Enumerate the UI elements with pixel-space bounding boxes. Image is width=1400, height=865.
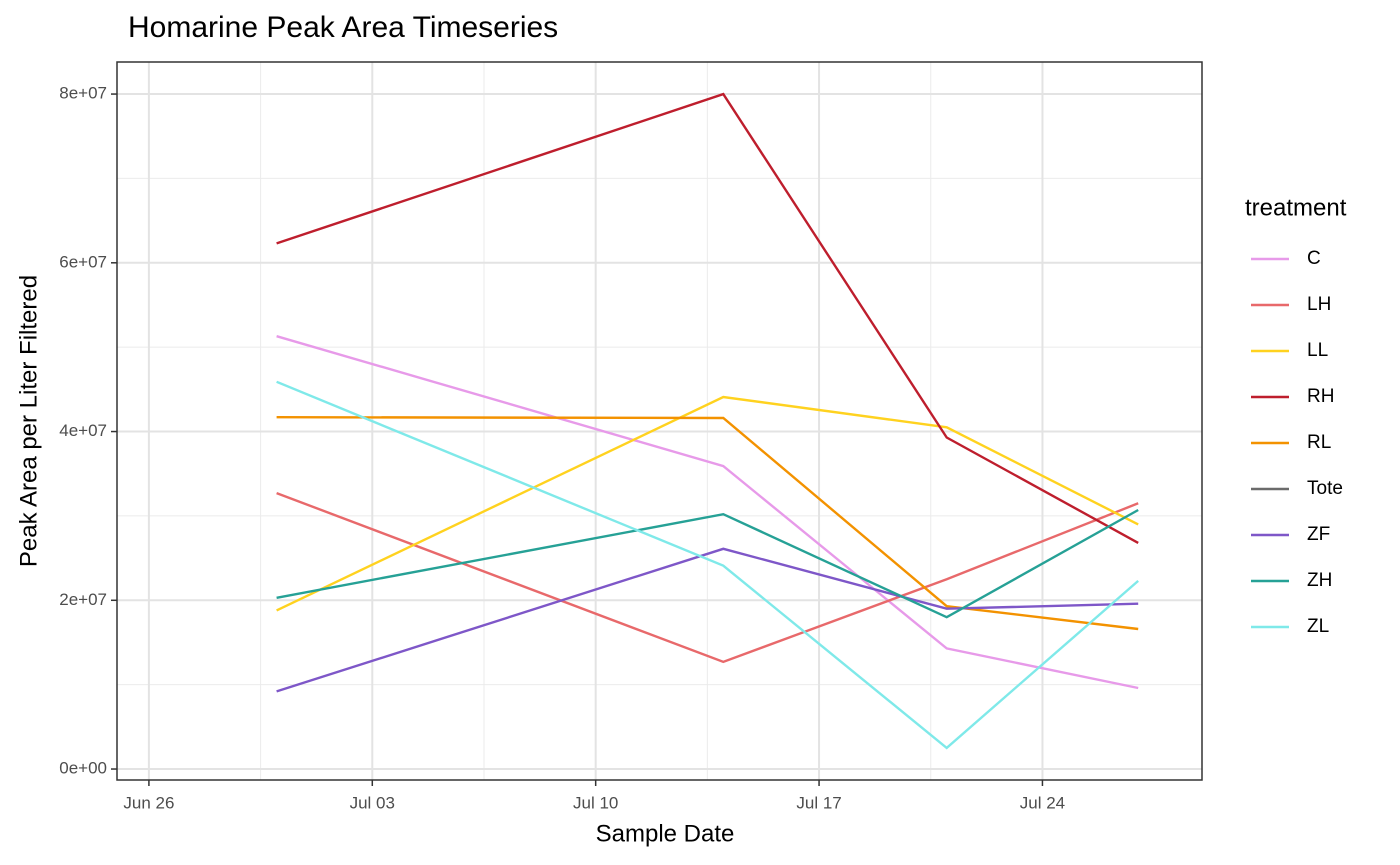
x-tick-label: Jul 24 [1020,793,1065,812]
line [276,335,1139,690]
line [276,547,1139,693]
legend-label: LH [1307,294,1331,315]
panel-border [116,61,1203,781]
legend-label: LL [1307,340,1328,361]
y-tick-label: 4e+07 [59,421,107,440]
legend-title: treatment [1245,194,1347,221]
line [276,395,1139,612]
line [276,92,1139,544]
y-tick-label: 8e+07 [59,84,107,103]
line [276,508,1139,619]
line [276,416,1139,631]
x-tick-label: Jul 03 [350,793,395,812]
legend-label: C [1307,248,1321,269]
chart-title: Homarine Peak Area Timeseries [128,11,558,44]
y-tick-label: 0e+00 [59,759,107,778]
legend-label: RH [1307,386,1334,407]
y-tick-label: 6e+07 [59,252,107,271]
legend-label: Tote [1307,478,1343,499]
legend-label: ZF [1307,524,1330,545]
line [276,380,1139,750]
x-tick-label: Jul 10 [573,793,618,812]
line [276,491,1139,664]
legend-label: ZL [1307,616,1329,637]
x-tick-label: Jun 26 [123,793,174,812]
legend-label: ZH [1307,570,1332,591]
legend-label: RL [1307,432,1331,453]
y-axis-title: Peak Area per Liter Filtered [15,275,42,567]
x-axis-title: Sample Date [596,820,735,847]
x-tick-label: Jul 17 [796,793,841,812]
y-tick-label: 2e+07 [59,590,107,609]
